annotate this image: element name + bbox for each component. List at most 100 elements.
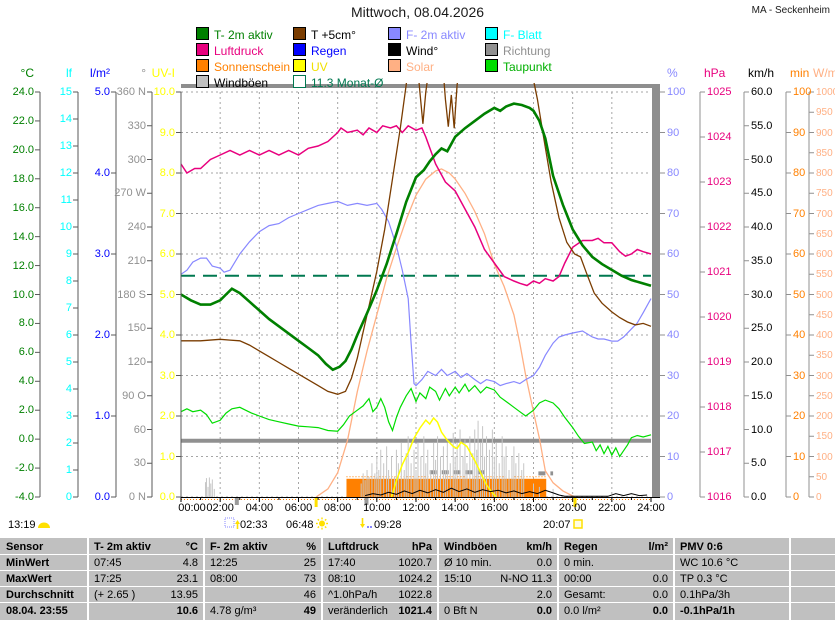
x-axis-label: 14:00	[441, 502, 469, 514]
axis-tick-label: 1022	[707, 221, 732, 233]
axis-tick-label: 1018	[707, 401, 732, 413]
axis-tick-label: 10.0	[751, 423, 773, 436]
legend-swatch-icon	[388, 59, 401, 72]
sun-moon-time: 06:48	[286, 517, 330, 531]
axis-tick-label: 1	[65, 464, 72, 476]
axis-tick-label: 10.0	[153, 86, 175, 98]
table-col-header: PMV 0:6	[680, 541, 723, 553]
table-cell-label: 4.78 g/m³	[210, 605, 257, 617]
axis-tick-label: 210	[127, 254, 146, 267]
table-col-header: Regen	[564, 541, 598, 553]
axis-tick-label: -2.0	[15, 462, 34, 475]
table-col-unit: l/m²	[648, 541, 668, 553]
axis-tick-label: 8.0	[159, 167, 175, 179]
table-cell-value: 1022.8	[398, 589, 432, 601]
axis-tick-label: 7.0	[159, 207, 175, 220]
table-cell-label: 07:45	[94, 557, 122, 569]
axis-tick-label: 6	[65, 329, 72, 341]
axis-tick-label: 50	[667, 288, 680, 301]
legend-item-t-5cm-: T +5cm°	[293, 27, 356, 42]
sun-icon	[315, 517, 328, 530]
table-col-unit: km/h	[526, 541, 552, 553]
axis-tick-label: 650	[816, 228, 833, 240]
axis-tick-label: 3.0	[94, 248, 110, 260]
axis-tick-label: 0	[793, 491, 800, 503]
x-axis-label: 04:00	[245, 502, 274, 514]
axis-tick-label: 12	[59, 167, 72, 179]
axis-tick-label: 700	[816, 208, 833, 220]
axis-tick-label: 450	[816, 309, 833, 321]
legend-item-regen: Regen	[293, 43, 346, 58]
series-wind	[364, 487, 648, 497]
axis-tick-label: 1025	[707, 86, 732, 98]
table-cell-label: 08:00	[210, 573, 238, 585]
axis-tick-label: 1024	[707, 131, 732, 143]
axis-tick-label: 2	[65, 437, 72, 449]
table-cell-label: TP 0.3 °C	[680, 573, 728, 585]
table-cell-label: 12:25	[210, 557, 238, 569]
legend-item-wind-: Wind°	[388, 43, 438, 58]
legend-item-sonnenschein: Sonnenschein	[196, 59, 290, 74]
table-row-divider	[0, 586, 835, 587]
axis-tick-label: 100	[793, 86, 812, 98]
axis-tick-label: 180 S	[117, 288, 146, 301]
axis-tick-label: 35.0	[751, 254, 773, 267]
x-axis-label: 20:00	[558, 502, 587, 514]
axis-tick-label: 150	[127, 322, 146, 335]
table-cell-label: veränderlich	[328, 605, 388, 617]
table-divider	[437, 538, 439, 620]
table-cell-value: N-NO 11.3	[500, 573, 552, 585]
x-axis-label: 08:00	[323, 502, 352, 514]
axis-tick-label: 4	[65, 383, 72, 395]
table-cell-value: 73	[303, 573, 316, 585]
legend-swatch-icon	[293, 43, 306, 56]
table-cell-value: 4.8	[182, 557, 198, 569]
axis-tick-label: 80	[793, 167, 806, 179]
table-cell-label: WC 10.6 °C	[680, 557, 739, 569]
axis-tick-label: 50.0	[751, 153, 773, 166]
axis-tick-label: 14	[59, 113, 72, 125]
axis-tick-label: 9.0	[159, 126, 175, 139]
axis-tick-label: 1017	[707, 446, 732, 458]
axis-tick-label: 60	[793, 248, 806, 260]
x-axis-label: 06:00	[284, 502, 313, 514]
sun-moon-time: 02:33	[224, 517, 268, 531]
table-cell-label: Gesamt:	[564, 589, 606, 601]
sun-moon-time: 20:07	[543, 517, 587, 531]
table-cell-value: 1020.7	[398, 557, 432, 569]
axis-tick-label: 1.0	[94, 410, 110, 422]
axis-tick-label: 15	[59, 86, 72, 98]
x-axis-label: 02:00	[206, 502, 234, 514]
legend-item-t-2m-aktiv: T- 2m aktiv	[196, 27, 273, 42]
table-cell-value: 25	[303, 557, 316, 569]
axis-tick-label: 18.0	[12, 172, 34, 185]
axis-tick-label: 100	[816, 451, 833, 463]
series-t5cm	[181, 83, 652, 395]
axis-tick-label: 10	[667, 450, 680, 463]
legend-item-solar: Solar	[388, 59, 434, 74]
axis-tick-label: 22.0	[12, 114, 34, 127]
axis-tick-label: 1019	[707, 356, 732, 368]
table-col-header: T- 2m aktiv	[94, 541, 151, 553]
axis-tick-label: 60.0	[751, 86, 773, 98]
stats-table: Sensor T- 2m aktiv °C F- 2m aktiv% Luftdruck…	[0, 538, 835, 620]
axis-tick-label: 4.0	[18, 375, 34, 388]
axis-tick-label: 12.0	[12, 259, 34, 272]
legend-item-uv: UV	[293, 59, 328, 74]
axis-tick-label: 550	[816, 269, 833, 281]
table-col-header: Windböen	[444, 541, 498, 553]
axis-tick-label: 1016	[707, 491, 732, 503]
axis-tick-label: 330	[127, 119, 146, 132]
legend-item-taupunkt: Taupunkt	[485, 59, 552, 74]
table-col-unit: °C	[185, 541, 198, 553]
table-col-header: Sensor	[6, 541, 44, 553]
axis-tick-label: 300	[816, 370, 833, 382]
table-cell-label: 17:25	[94, 573, 122, 585]
moon-icon	[37, 522, 50, 528]
axis-tick-label: 3	[65, 410, 72, 422]
x-axis-label: 00:00	[178, 502, 206, 514]
axis-tick-label: 10	[59, 221, 72, 233]
moon-tick	[234, 498, 239, 505]
axis-tick-label: -4.0	[15, 491, 34, 503]
axis-unit: UV-I	[151, 66, 175, 80]
